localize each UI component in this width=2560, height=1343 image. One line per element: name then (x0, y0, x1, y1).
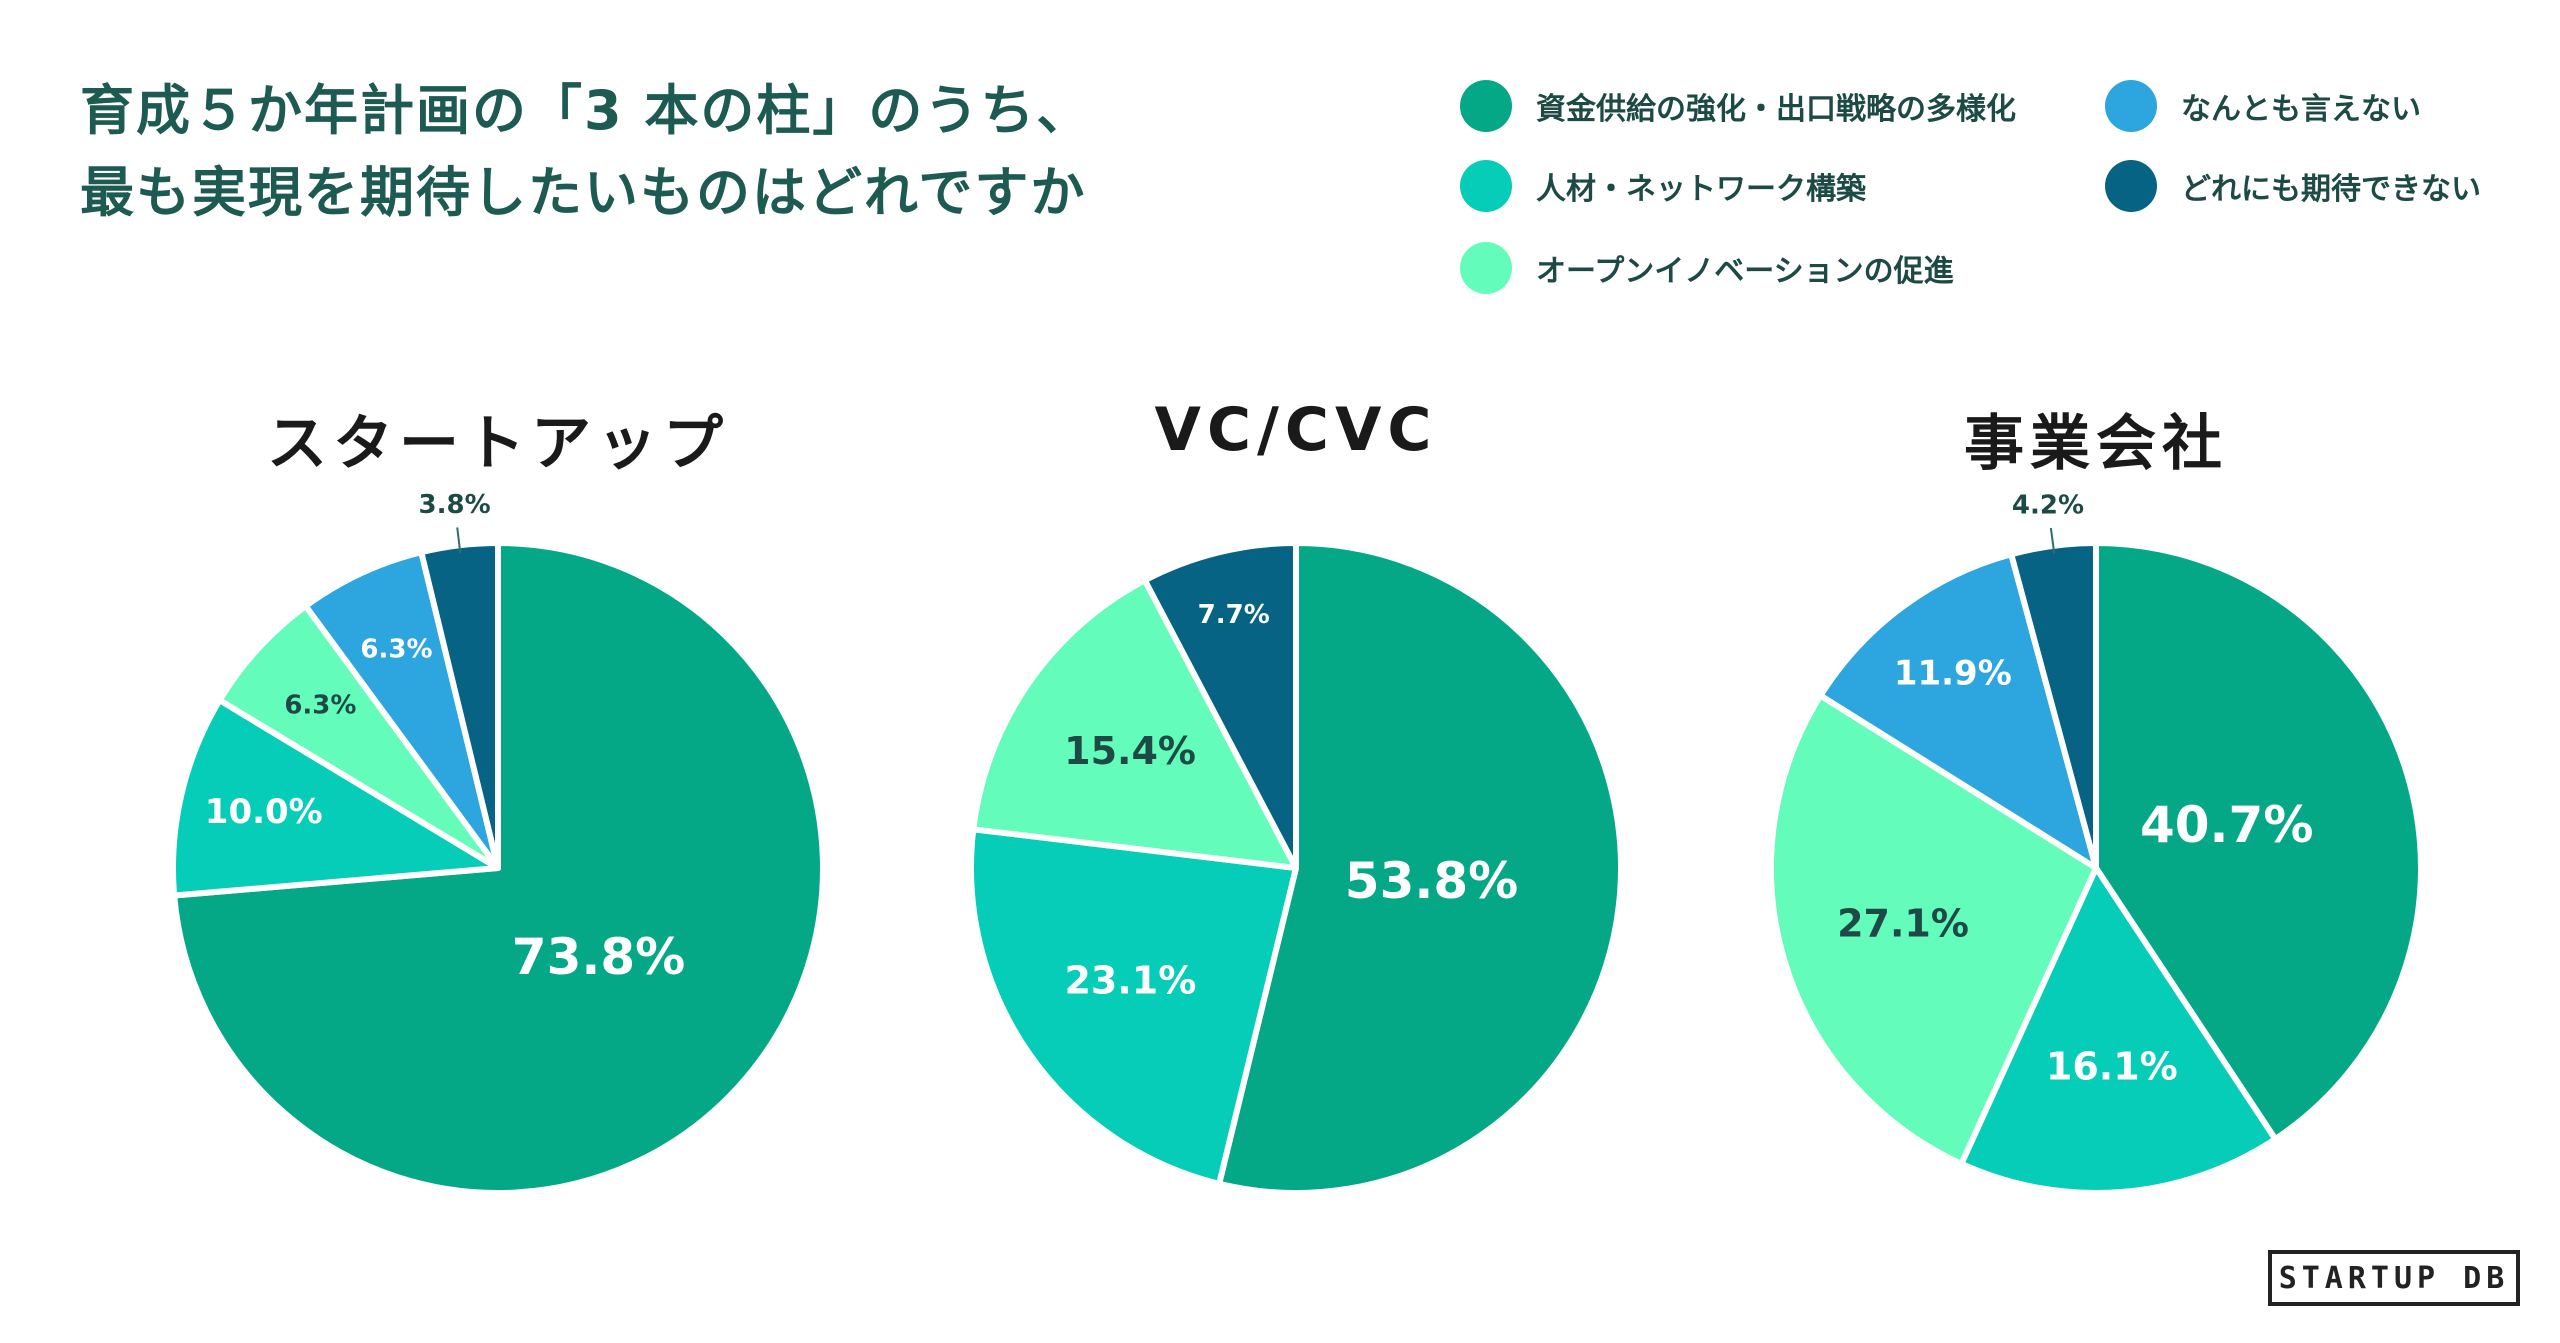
pie-slice-open-innovation (970, 577, 1299, 871)
legend-dot-none (2105, 160, 2157, 212)
data-label-open-innovation: 6.3% (284, 690, 356, 720)
pie-chart-startup: 73.8% 10.0% 6.3%6.3% 3.8% (170, 490, 826, 1196)
data-label-undecided: 11.9% (1894, 653, 2012, 693)
pie-slice-network (1958, 865, 2279, 1196)
legend-dot-network (1460, 160, 1512, 212)
data-label-open-innovation: 27.1% (1837, 902, 1969, 946)
data-label-none: 4.2% (2012, 491, 2084, 521)
legend-label-none: どれにも期待できない (2181, 172, 2481, 207)
legend-dot-funding (1460, 80, 1512, 132)
pie-slice-undecided (1817, 551, 2099, 871)
pie-slice-network (968, 826, 1299, 1187)
legend-item-open-innovation: オープンイノベーションの促進 (1460, 242, 1954, 294)
legend-item-none: どれにも期待できない (2105, 160, 2481, 212)
data-label-funding: 73.8% (512, 928, 685, 986)
data-label-network: 16.1% (2046, 1044, 2178, 1088)
legend-item-undecided: なんとも言えない (2105, 80, 2421, 132)
chart-title-vc-cvc: VC/CVC (1154, 395, 1438, 465)
data-label-none: 7.7% (1198, 600, 1270, 630)
pie-slice-none (1141, 540, 1299, 871)
leader-line-none (456, 527, 462, 554)
title-line-2: 最も実現を期待したいものはどれですか (80, 161, 1087, 224)
legend: 資金供給の強化・出口戦略の多様化 人材・ネットワーク構築 オープンイノベーション… (1460, 80, 2540, 310)
chart-title-startup: スタートアップ (267, 409, 729, 479)
data-label-funding: 53.8% (1345, 852, 1518, 910)
startup-db-logo: STARTUP DB (2268, 1250, 2520, 1306)
pie-slice-network (170, 697, 501, 899)
data-label-network: 23.1% (1064, 958, 1196, 1002)
legend-label-funding: 資金供給の強化・出口戦略の多様化 (1536, 92, 2016, 127)
page-title: 育成５か年計画の「3 本の柱」のうち、 最も実現を期待したいものはどれですか (80, 70, 1092, 234)
legend-dot-undecided (2105, 80, 2157, 132)
pie-chart-vc-cvc: 53.8% 23.1% 15.4% 7.7% (968, 540, 1624, 1196)
data-label-funding: 40.7% (2140, 796, 2313, 854)
chart-title-company: 事業会社 (1964, 409, 2228, 479)
data-label-network: 10.0% (205, 792, 323, 832)
legend-label-undecided: なんとも言えない (2181, 92, 2421, 127)
data-label-open-innovation: 15.4% (1064, 729, 1196, 773)
legend-item-funding: 資金供給の強化・出口戦略の多様化 (1460, 80, 2016, 132)
legend-label-network: 人材・ネットワーク構築 (1536, 172, 1866, 207)
leader-line-none (2049, 527, 2056, 554)
title-line-1: 育成５か年計画の「3 本の柱」のうち、 (80, 79, 1093, 142)
data-label-none: 3.8% (419, 490, 491, 520)
legend-item-network: 人材・ネットワーク構築 (1460, 160, 1866, 212)
pie-slice-open-innovation (1768, 692, 2099, 1167)
data-label-undecided: 6.3% (360, 634, 432, 664)
legend-dot-open-innovation (1460, 242, 1512, 294)
pie-chart-company: 40.7% 16.1% 27.1% 11.9% 4.2% (1768, 491, 2424, 1196)
legend-label-open-innovation: オープンイノベーションの促進 (1536, 254, 1954, 289)
pie-slice-funding (1216, 540, 1624, 1196)
